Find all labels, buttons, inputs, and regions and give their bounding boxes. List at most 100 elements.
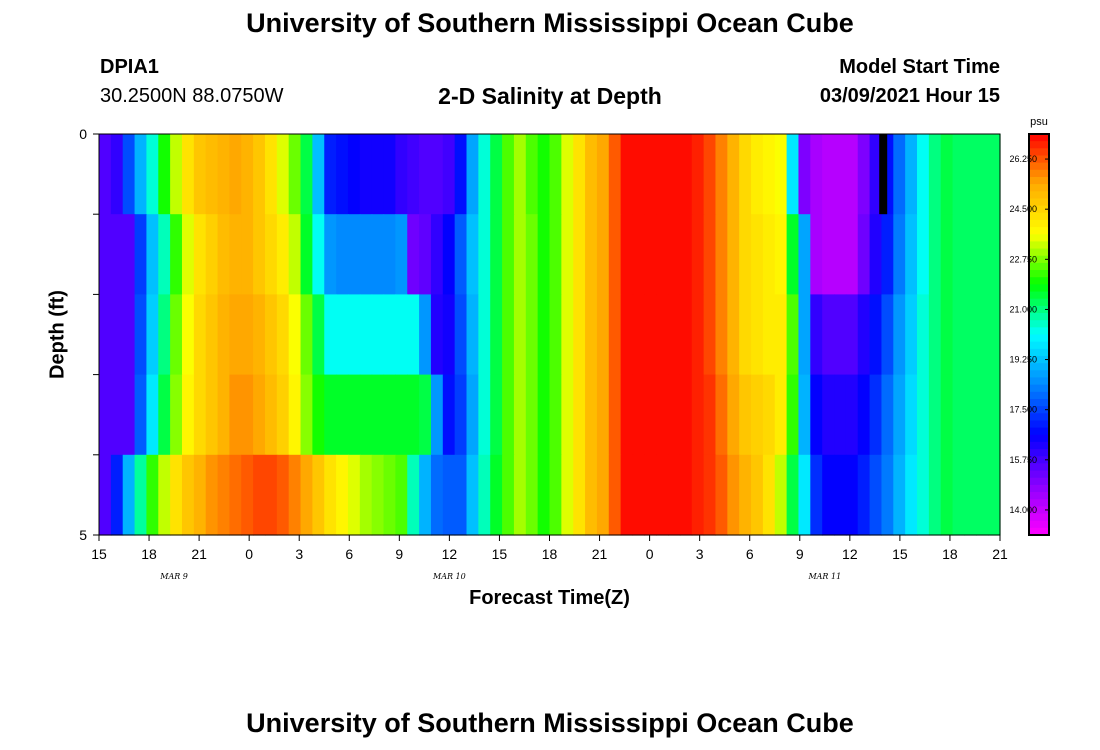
footer-title: University of Southern Mississippi Ocean… — [246, 708, 854, 738]
heatmap-cell — [739, 454, 752, 536]
heatmap-cell — [893, 454, 906, 536]
heatmap-cell — [834, 374, 847, 456]
heatmap-cell — [478, 294, 491, 376]
colorbar-tick-label: 26.250 — [1009, 154, 1037, 164]
heatmap-cell — [336, 454, 349, 536]
heatmap-cell — [513, 454, 527, 536]
heatmap-cell — [632, 214, 645, 295]
heatmap-cell — [727, 454, 740, 536]
heatmap-cell — [988, 134, 1001, 215]
colorbar-tick-label: 22.750 — [1009, 254, 1037, 264]
heatmap-cell — [525, 294, 539, 376]
heatmap-cell — [122, 294, 136, 376]
heatmap-cell — [703, 134, 717, 215]
colorbar-swatch — [1029, 348, 1049, 357]
heatmap-cell — [300, 454, 313, 536]
heatmap-cell — [596, 294, 610, 376]
colorbar-swatch — [1029, 320, 1049, 328]
heatmap-cell — [727, 134, 740, 215]
colorbar-swatch — [1029, 205, 1049, 214]
heatmap-cell — [300, 134, 313, 215]
heatmap-cell — [845, 214, 859, 295]
heatmap-cell — [276, 294, 290, 376]
heatmap-cell — [703, 454, 717, 536]
colorbar-swatch — [1029, 506, 1049, 515]
heatmap-cell — [371, 214, 385, 295]
heatmap-cell — [324, 374, 337, 456]
station-coordinates: 30.2500N 88.0750W — [100, 85, 284, 107]
colorbar-swatch — [1029, 406, 1049, 414]
heatmap-cell — [347, 294, 361, 376]
heatmap-cell — [644, 214, 657, 295]
heatmap-cell — [502, 214, 515, 295]
colorbar-swatch — [1029, 298, 1049, 307]
heatmap-cell — [608, 294, 622, 376]
heatmap-cell — [762, 454, 776, 536]
heatmap-cell — [608, 214, 622, 295]
heatmap-cell — [181, 374, 195, 456]
heatmap-cell — [193, 134, 207, 215]
heatmap-cell — [359, 374, 373, 456]
heatmap-cell — [490, 454, 503, 536]
colorbar-swatch — [1029, 305, 1049, 314]
heatmap-cell — [834, 134, 847, 215]
heatmap-cell — [928, 214, 942, 295]
y-axis: 05 — [79, 126, 99, 543]
heatmap-cell — [988, 454, 1001, 536]
colorbar-swatch — [1029, 248, 1049, 257]
x-tick-label: 0 — [646, 546, 654, 562]
heatmap-cell — [679, 454, 693, 536]
colorbar-tick-label: 15.750 — [1009, 455, 1037, 465]
heatmap-cell — [442, 134, 456, 215]
heatmap-cell — [762, 134, 776, 215]
colorbar-swatch — [1029, 463, 1049, 472]
heatmap-cell — [905, 134, 918, 215]
x-tick-label: 15 — [91, 546, 107, 562]
colorbar-tick-label: 24.500 — [1009, 204, 1037, 214]
heatmap-cell — [679, 374, 693, 456]
heatmap-cell — [715, 454, 728, 536]
heatmap-cell — [430, 374, 444, 456]
heatmap-cell — [241, 454, 254, 536]
heatmap-cell — [300, 374, 313, 456]
x-tick-label: 6 — [746, 546, 754, 562]
colorbar-swatch — [1029, 441, 1049, 450]
colorbar-swatch — [1029, 398, 1049, 407]
heatmap-cell — [110, 374, 124, 456]
heatmap-cell — [703, 294, 717, 376]
heatmap-cell — [288, 134, 302, 215]
heatmap-cell — [739, 134, 752, 215]
heatmap-cell — [917, 134, 930, 215]
heatmap-cell — [845, 374, 859, 456]
heatmap-cell — [264, 214, 278, 295]
heatmap-cell — [466, 454, 479, 536]
heatmap-cell — [798, 214, 811, 295]
heatmap-cell — [798, 374, 811, 456]
heatmap-cell — [347, 454, 361, 536]
heatmap-cell — [656, 214, 669, 295]
heatmap-cell — [822, 374, 835, 456]
heatmap-cell — [146, 374, 159, 456]
heatmap-cell — [336, 374, 349, 456]
colorbar-swatch — [1029, 355, 1049, 364]
heatmap-cell — [703, 214, 717, 295]
heatmap-cell — [264, 134, 278, 215]
heatmap-cell — [810, 294, 823, 376]
heatmap-cell — [869, 374, 883, 456]
colorbar-swatch — [1029, 191, 1049, 200]
heatmap-cell — [395, 454, 408, 536]
heatmap-cell — [312, 214, 325, 295]
colorbar-swatch — [1029, 449, 1049, 457]
heatmap-cell — [940, 454, 954, 536]
heatmap-cell — [620, 294, 634, 376]
heatmap-cell — [442, 374, 456, 456]
heatmap-cell — [407, 134, 420, 215]
heatmap-cell — [715, 294, 728, 376]
heatmap-cell — [454, 374, 468, 456]
heatmap-cell — [668, 214, 681, 295]
heatmap-cell — [395, 374, 408, 456]
colorbar-unit: psu — [1030, 116, 1048, 128]
heatmap-cell — [490, 294, 503, 376]
heatmap-cell — [585, 454, 598, 536]
heatmap-cell — [774, 454, 788, 536]
